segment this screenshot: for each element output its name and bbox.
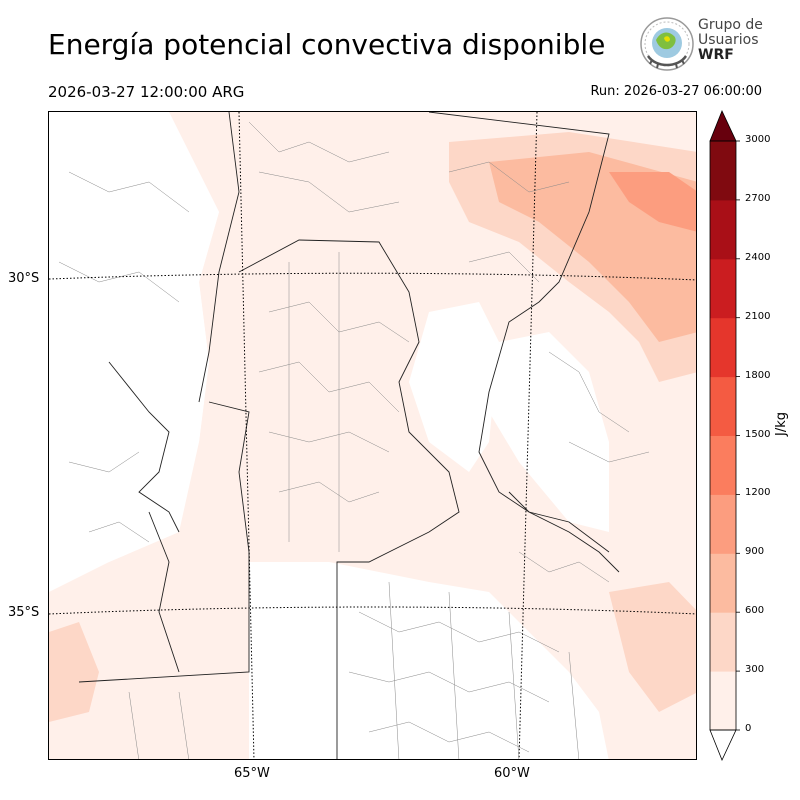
colorbar-tick-label: 2100 <box>745 310 771 322</box>
colorbar-band <box>710 258 736 319</box>
run-time: Run: 2026-03-27 06:00:00 <box>590 84 762 99</box>
map-canvas <box>49 112 696 759</box>
colorbar-tick-label: 2400 <box>745 251 771 263</box>
lon-label-65w: 65°W <box>234 766 270 781</box>
colorbar-tick-label: 300 <box>745 664 765 676</box>
province-boundaries <box>78 112 620 759</box>
chart-title: Energía potencial convectiva disponible <box>48 28 606 61</box>
colorbar-band <box>710 494 736 554</box>
colorbar-band <box>710 435 736 495</box>
colorbar-band <box>710 376 736 436</box>
valid-time: 2026-03-27 12:00:00 ARG <box>48 83 245 101</box>
department-boundaries <box>58 121 650 759</box>
cape-zero-areas <box>49 112 609 759</box>
colorbar-tick-marks <box>736 140 740 731</box>
logo-line-3: WRF <box>698 47 734 63</box>
colorbar-band <box>710 141 736 201</box>
colorbar-tick-label: 600 <box>745 605 765 617</box>
globe-emblem-icon <box>640 17 694 71</box>
lat-label-35s: 35°S <box>8 605 40 620</box>
colorbar-band <box>710 612 736 672</box>
lon-label-60w: 60°W <box>494 766 530 781</box>
wrf-users-group-logo: Grupo de Usuarios WRF <box>638 16 768 74</box>
colorbar-tick-label: 1200 <box>745 487 771 499</box>
colorbar-band <box>710 671 736 731</box>
logo-line-1: Grupo de <box>698 17 763 33</box>
cape-shading-low <box>49 112 696 759</box>
colorbar-band <box>710 199 736 260</box>
lat-label-30s: 30°S <box>8 271 40 286</box>
colorbar <box>709 109 740 762</box>
colorbar-tick-label: 2700 <box>745 192 771 204</box>
logo-line-2: Usuarios <box>698 32 759 48</box>
colorbar-extend-max <box>709 109 737 142</box>
colorbar-unit: J/kg <box>774 412 789 436</box>
colorbar-tick-label: 1800 <box>745 369 771 381</box>
colorbar-band <box>710 317 736 378</box>
colorbar-tick-label: 1500 <box>745 428 771 440</box>
cape-shading-mid <box>49 132 696 722</box>
cape-map <box>48 111 697 760</box>
colorbar-band <box>710 553 736 613</box>
graticule <box>49 112 696 759</box>
colorbar-tick-label: 3000 <box>745 134 771 145</box>
colorbar-extend-min <box>709 729 737 762</box>
colorbar-bands <box>710 141 736 731</box>
colorbar-tick-label: 0 <box>745 723 752 734</box>
colorbar-tick-label: 900 <box>745 546 765 558</box>
